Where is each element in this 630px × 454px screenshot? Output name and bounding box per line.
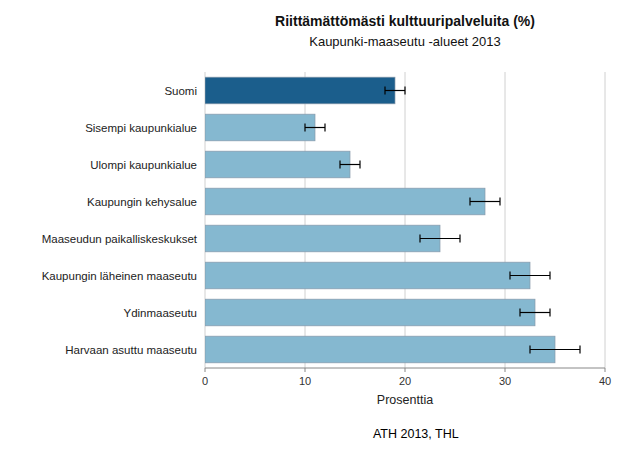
error-bar xyxy=(470,198,500,206)
error-cap xyxy=(404,87,405,95)
bar xyxy=(205,188,485,215)
bars xyxy=(205,77,580,363)
error-bar xyxy=(520,309,550,317)
error-cap xyxy=(579,346,580,354)
bar xyxy=(205,114,315,141)
tick-label: 40 xyxy=(599,375,611,387)
tick-label: 10 xyxy=(299,375,311,387)
error-cap xyxy=(304,124,305,132)
error-cap xyxy=(519,309,520,317)
chart-container: 0 10 20 30 40 Prosenttia Harvaan asuttu maaseu… xyxy=(0,0,630,454)
error-bar xyxy=(385,87,405,95)
error-line xyxy=(385,90,405,91)
bar xyxy=(205,262,530,289)
tick-mark xyxy=(605,368,606,372)
error-cap xyxy=(459,235,460,243)
error-line xyxy=(470,201,500,202)
error-cap xyxy=(339,161,340,169)
tick-mark xyxy=(305,368,306,372)
bar xyxy=(205,151,350,178)
error-cap xyxy=(469,198,470,206)
error-line xyxy=(510,275,550,276)
error-line xyxy=(420,238,460,239)
grid xyxy=(205,72,605,368)
error-cap xyxy=(359,161,360,169)
grid-line xyxy=(605,72,606,368)
tick-label: 0 xyxy=(202,375,208,387)
y-axis: Harvaan asuttu maaseutu Ydinmaaseutu Kaupu… xyxy=(42,85,198,356)
error-cap xyxy=(509,272,510,280)
error-cap xyxy=(549,309,550,317)
error-cap xyxy=(324,124,325,132)
bar xyxy=(205,225,440,252)
error-line xyxy=(530,349,580,350)
error-cap xyxy=(419,235,420,243)
tick-mark xyxy=(505,368,506,372)
bar xyxy=(205,336,555,363)
category-label: Suomi xyxy=(164,85,197,97)
error-cap xyxy=(499,198,500,206)
bar xyxy=(205,77,395,104)
error-bar xyxy=(510,272,550,280)
error-bar xyxy=(530,346,580,354)
category-label: Maaseudun paikalliskeskukset xyxy=(42,233,198,245)
title: Riittämättömästi kulttuuripalveluita (%) xyxy=(275,13,535,29)
tick-label: 30 xyxy=(499,375,511,387)
annotation: ATH 2013, THL xyxy=(373,427,459,441)
error-line xyxy=(305,127,325,128)
category-label: Ydinmaaseutu xyxy=(123,307,197,319)
error-line xyxy=(340,164,360,165)
error-bar xyxy=(305,124,325,132)
bar xyxy=(205,299,535,326)
category-label: Kaupungin kehysalue xyxy=(87,196,197,208)
error-line xyxy=(520,312,550,313)
category-label: Harvaan asuttu maaseutu xyxy=(65,344,197,356)
tick-mark xyxy=(205,368,206,372)
chart-svg: 0 10 20 30 40 Prosenttia Harvaan asuttu maaseu… xyxy=(0,0,630,454)
category-label: Kaupungin läheinen maaseutu xyxy=(42,270,197,282)
error-cap xyxy=(529,346,530,354)
error-cap xyxy=(384,87,385,95)
category-label: Ulompi kaupunkialue xyxy=(90,159,197,171)
x-axis-label: Prosenttia xyxy=(377,393,433,407)
error-cap xyxy=(549,272,550,280)
error-bar xyxy=(340,161,360,169)
x-axis: 0 10 20 30 40 xyxy=(202,368,611,387)
error-bar xyxy=(420,235,460,243)
category-label: Sisempi kaupunkialue xyxy=(85,122,197,134)
subtitle: Kaupunki-maaseutu -alueet 2013 xyxy=(309,34,501,49)
tick-label: 20 xyxy=(399,375,411,387)
tick-mark xyxy=(405,368,406,372)
